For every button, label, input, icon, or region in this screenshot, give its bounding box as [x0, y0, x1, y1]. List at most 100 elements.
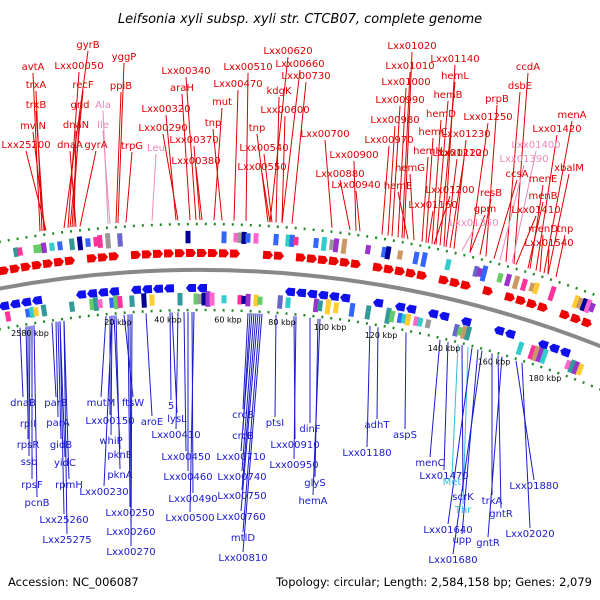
upper-gene-label: mviN: [20, 121, 46, 132]
annotation-block: [104, 232, 112, 249]
forward-gene-arrow: [185, 248, 196, 258]
lower-gene-label: Lxx00710: [216, 452, 265, 463]
upper-gene-label: Lxx00540: [239, 143, 288, 154]
upper-label-leader: [479, 198, 492, 255]
lower-gene-label: upp: [452, 535, 471, 546]
lower-label-leader: [241, 313, 257, 491]
lower-gene-label: 5: [168, 401, 174, 412]
upper-gene-label: Lxx00980: [370, 115, 419, 126]
forward-gene-arrow: [569, 313, 581, 324]
lower-label-leader: [63, 320, 68, 535]
lower-label-leader: [312, 318, 321, 496]
kbp-ticks: 2580 kbp 20 kbp 40 kbp 60 kbp 80 kbp 100 kbp 1…: [11, 315, 561, 382]
upper-label-leader: [435, 100, 449, 245]
upper-gene-label: hemC: [418, 127, 447, 138]
lower-gene-label: Lxx00150: [85, 416, 134, 427]
upper-gene-label: Lxx25200: [1, 140, 50, 151]
gene-labels: avtA trxA trxB mviN Lxx25200 gyrB Lxx00050 recF…: [1, 40, 586, 566]
upper-label-leader: [461, 228, 475, 251]
lower-gene-label: Lxx00260: [106, 527, 155, 538]
upper-gene-label: Lxx01230: [441, 129, 490, 140]
kbp-tick-label: 60 kbp: [214, 315, 242, 324]
reverse-gene-arrow: [560, 347, 572, 358]
upper-gene-label: xbalM: [554, 163, 584, 174]
upper-label-leader: [32, 131, 46, 231]
upper-gene-label: dnaN: [63, 120, 89, 131]
annotation-block: [539, 348, 549, 365]
lower-gene-label: aspS: [393, 430, 417, 441]
lower-label-leader: [240, 313, 253, 452]
upper-gene-label: dnaA: [57, 140, 83, 151]
annotation-block: [535, 347, 545, 363]
upper-label-leader: [505, 91, 521, 262]
lower-label-leader: [130, 314, 133, 547]
forward-gene-arrow: [196, 248, 207, 258]
lower-gene-label: rpII: [20, 419, 36, 430]
annotation-block: [241, 295, 247, 305]
kbp-tick-label: 100 kbp: [314, 323, 347, 332]
forward-gene-arrow: [9, 264, 20, 274]
reverse-gene-arrow: [296, 288, 307, 298]
annotation-block: [388, 310, 396, 323]
upper-label-leader: [355, 190, 361, 232]
upper-gene-label: Lxx00370: [169, 135, 218, 146]
upper-gene-label: Lxx01400: [511, 140, 560, 151]
upper-gene-label: Lxx01220: [439, 148, 488, 159]
annotation-block: [404, 313, 412, 326]
genome-rings: [0, 222, 600, 391]
lower-gene-label: ptsI: [266, 418, 284, 429]
upper-gene-label: ccsA: [505, 169, 528, 180]
lower-gene-label: ssb: [21, 457, 38, 468]
lower-gene-label: Lxx00230: [79, 487, 128, 498]
upper-label-leader: [275, 96, 280, 223]
upper-label-leader: [67, 71, 80, 228]
lower-label-leader: [447, 347, 473, 525]
upper-gene-label: Lxx01210: [432, 148, 481, 159]
gene-features: [0, 230, 596, 376]
annotation-block: [141, 293, 147, 308]
lower-gene-label: Lxx25260: [39, 515, 88, 526]
upper-label-leader: [79, 150, 97, 227]
lower-label-leader: [242, 313, 263, 553]
forward-gene-arrow: [207, 249, 218, 258]
annotation-block: [472, 265, 480, 278]
upper-gene-label: resB: [480, 188, 502, 199]
upper-label-leader: [185, 76, 197, 221]
upper-label-leader: [381, 145, 390, 235]
lower-gene-label: Lxx00490: [168, 494, 217, 505]
kbp-tick-label: 20 kbp: [104, 318, 132, 327]
lower-gene-label: Lxx00810: [218, 553, 267, 564]
lower-gene-label: rpsF: [21, 480, 43, 491]
forward-gene-arrow: [580, 317, 592, 328]
lower-gene-label: pknA: [107, 470, 132, 481]
annotation-block: [452, 323, 460, 337]
lower-gene-label: Lxx00910: [270, 440, 319, 451]
reverse-gene-arrow: [0, 301, 10, 311]
upper-label-leader: [515, 215, 537, 265]
annotation-block: [583, 298, 593, 314]
forward-gene-arrow: [537, 302, 548, 312]
lower-gene-label: Lxx01180: [342, 448, 391, 459]
lower-gene-label: gntR: [489, 509, 513, 520]
lower-label-leader: [59, 321, 65, 515]
lower-label-leader: [240, 313, 259, 512]
lower-label-leader: [521, 362, 531, 529]
upper-label-leader: [212, 128, 223, 221]
lower-gene-label: Lxx00460: [163, 472, 212, 483]
forward-gene-arrow: [108, 252, 119, 261]
lower-gene-label: hemA: [298, 496, 327, 507]
upper-gene-label: Lxx00510: [223, 62, 272, 73]
upper-label-leader: [511, 150, 537, 264]
upper-gene-label: Lxx00470: [213, 79, 262, 90]
reverse-gene-arrow: [10, 299, 21, 309]
reverse-gene-arrow: [142, 285, 153, 294]
lower-gene-label: crcB: [232, 431, 254, 442]
upper-gene-label: Lxx00940: [331, 180, 380, 191]
upper-gene-label: hemD: [426, 109, 456, 120]
lower-label-leader: [293, 316, 297, 460]
reverse-gene-arrow: [131, 285, 142, 295]
upper-gene-label: gpm: [474, 204, 496, 215]
forward-gene-arrow: [97, 253, 108, 262]
reverse-gene-arrow: [21, 297, 32, 307]
annotation-block: [96, 234, 104, 249]
